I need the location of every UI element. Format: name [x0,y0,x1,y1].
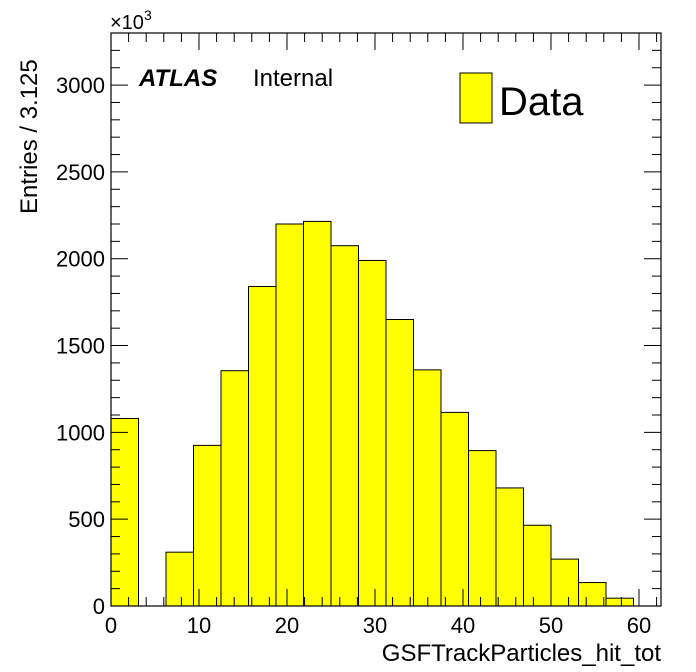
histogram-bar [385,319,414,607]
y-tick-label: 3000 [56,73,105,98]
histogram-bar [303,220,332,607]
histogram-bar [495,487,524,607]
x-tick-label: 0 [105,613,117,638]
histogram-bar [358,259,387,607]
x-tick-label: 20 [275,613,299,638]
x-tick-label: 30 [363,613,387,638]
histogram-bar [248,286,277,607]
y-tick-label: 0 [93,594,105,619]
y-multiplier-exponent: 3 [144,7,152,23]
legend-entry-data: Data [499,80,584,124]
histogram-bar [440,411,469,607]
histogram-bar [578,582,607,607]
x-tick-label: 10 [187,613,211,638]
y-tick-label: 2000 [56,247,105,272]
histogram-bar [275,223,304,607]
y-tick-labels: 0 500 1000 1500 2000 2500 3000 [56,73,105,619]
histogram-bar [605,597,634,607]
y-tick-label: 500 [68,507,105,532]
histogram-bar [330,245,359,607]
histogram-bar [165,551,194,607]
axis-ticks [110,32,661,607]
histogram-bar [220,370,249,607]
x-tick-labels: 0 10 20 30 40 50 60 [105,613,651,638]
x-tick-label: 50 [539,613,563,638]
y-axis-label: Entries / 3.125 [16,59,43,214]
histogram-bars [110,220,634,607]
x-tick-label: 40 [451,613,475,638]
histogram-bar [193,444,222,607]
histogram-bar [413,369,442,607]
histogram-bar [110,417,139,607]
histogram-bar [550,558,579,607]
y-tick-label: 2500 [56,160,105,185]
atlas-label: ATLAS [138,65,217,92]
plot-frame [110,32,662,607]
y-tick-label: 1000 [56,420,105,445]
x-tick-label: 60 [627,613,651,638]
y-multiplier: ×103 [110,7,152,34]
legend-swatch [459,72,493,124]
internal-label: Internal [253,65,333,92]
y-tick-label: 1500 [56,334,105,359]
histogram-bar [468,450,497,607]
histogram-bar [523,524,552,607]
x-axis-label: GSFTrackParticles_hit_tot [382,640,662,667]
